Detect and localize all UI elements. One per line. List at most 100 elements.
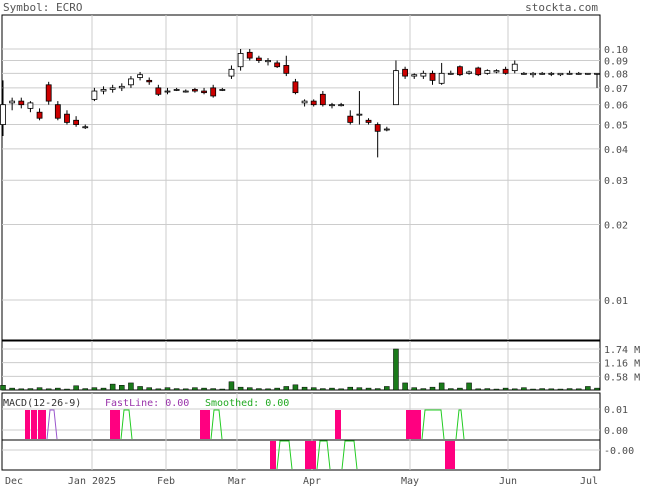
candle-body [118,85,125,89]
volume-bar [91,387,98,391]
candle [502,66,509,75]
volume-bar [320,388,326,391]
volume-bar [347,386,354,391]
candle-body [201,90,207,94]
candle [393,60,399,106]
volume-bar [9,387,15,391]
volume-bar [402,382,408,391]
candle [338,102,345,107]
volume-bar [137,386,143,391]
candle [329,102,335,109]
volume-bar [475,388,481,391]
volume-panel [0,348,600,391]
candle-body [402,68,408,77]
volume-tick-label: 1.16 M [604,359,640,370]
candle-body [329,104,335,107]
candle [64,110,70,125]
volume-bar [512,388,518,391]
volume-bar [219,388,226,391]
volume-bar [338,388,344,391]
volume-bar [18,388,25,391]
volume-bar [329,387,335,391]
x-tick-label: Dec [5,476,23,486]
candle [374,122,381,158]
volume-bar [548,388,555,391]
volume-bar [164,387,171,391]
candle [457,65,463,77]
macd-label: MACD(12-26-9) [3,398,81,409]
candle-body [584,72,591,75]
candle [365,118,372,125]
volume-tick-label: 1.74 M [604,345,640,356]
candle-body [539,72,546,75]
macd-smoothed-label: Smoothed: 0.00 [205,398,289,409]
macd-tick-label: -0.00 [604,446,634,457]
price-tick-label: 0.06 [604,101,628,112]
candle [255,55,262,63]
volume-bar [420,388,427,391]
candle [475,66,482,77]
candle [319,91,326,107]
price-tick-label: 0.03 [604,176,628,187]
candle-body [182,90,189,93]
candle [201,87,207,95]
volume-bar [109,383,116,391]
volume-bar [539,388,545,391]
grid-lines [1,14,601,471]
candle [265,58,271,66]
candle-body [356,113,363,116]
candle-body [109,87,116,90]
candle-body [411,74,418,77]
macd-bar [38,410,46,439]
candle [511,60,518,74]
candle [91,87,98,102]
volume-bar [585,386,591,391]
panel-border [1,392,601,471]
candle-body [530,72,536,76]
candle-body [484,70,491,74]
price-tick-label: 0.09 [604,56,628,67]
candle [109,84,116,93]
candle-body [36,111,43,119]
candle-body [219,89,226,91]
candle-body [319,93,326,106]
candle-body [100,89,107,92]
volume-bar [36,387,43,391]
candle-body [447,72,454,75]
site-name: stockta.com [525,1,598,14]
candle [383,126,390,132]
candle-body [420,72,427,77]
volume-tick-label: 0.58 M [604,372,640,383]
volume-bar [265,388,271,391]
candle [484,69,491,75]
candle [283,55,290,77]
volume-bar [201,387,207,391]
price-tick-label: 0.02 [604,220,628,231]
macd-tick-label: 0.01 [604,405,628,416]
price-tick-label: 0.08 [604,69,628,80]
macd-line [421,409,445,440]
candle-body [27,102,34,109]
macd-line [120,409,133,440]
candle-body [228,68,235,77]
price-panel [0,49,600,158]
candle-body [0,104,6,125]
volume-bar [557,388,564,391]
x-tick-label: Apr [303,476,321,486]
candle [575,71,582,75]
macd-bar [270,441,276,469]
candle-body [548,72,555,75]
price-tick-label: 0.07 [604,84,628,95]
macd-tick-label: 0.00 [604,426,628,437]
candle-body [292,81,299,94]
candle [0,80,6,137]
candle [73,116,80,127]
candle-body [365,119,372,123]
volume-bar [493,388,500,391]
macd-bar [200,410,210,439]
price-tick-label: 0.05 [604,121,628,132]
candle [36,108,43,121]
volume-bar [411,387,417,391]
candle [9,97,16,111]
candle [447,70,454,75]
